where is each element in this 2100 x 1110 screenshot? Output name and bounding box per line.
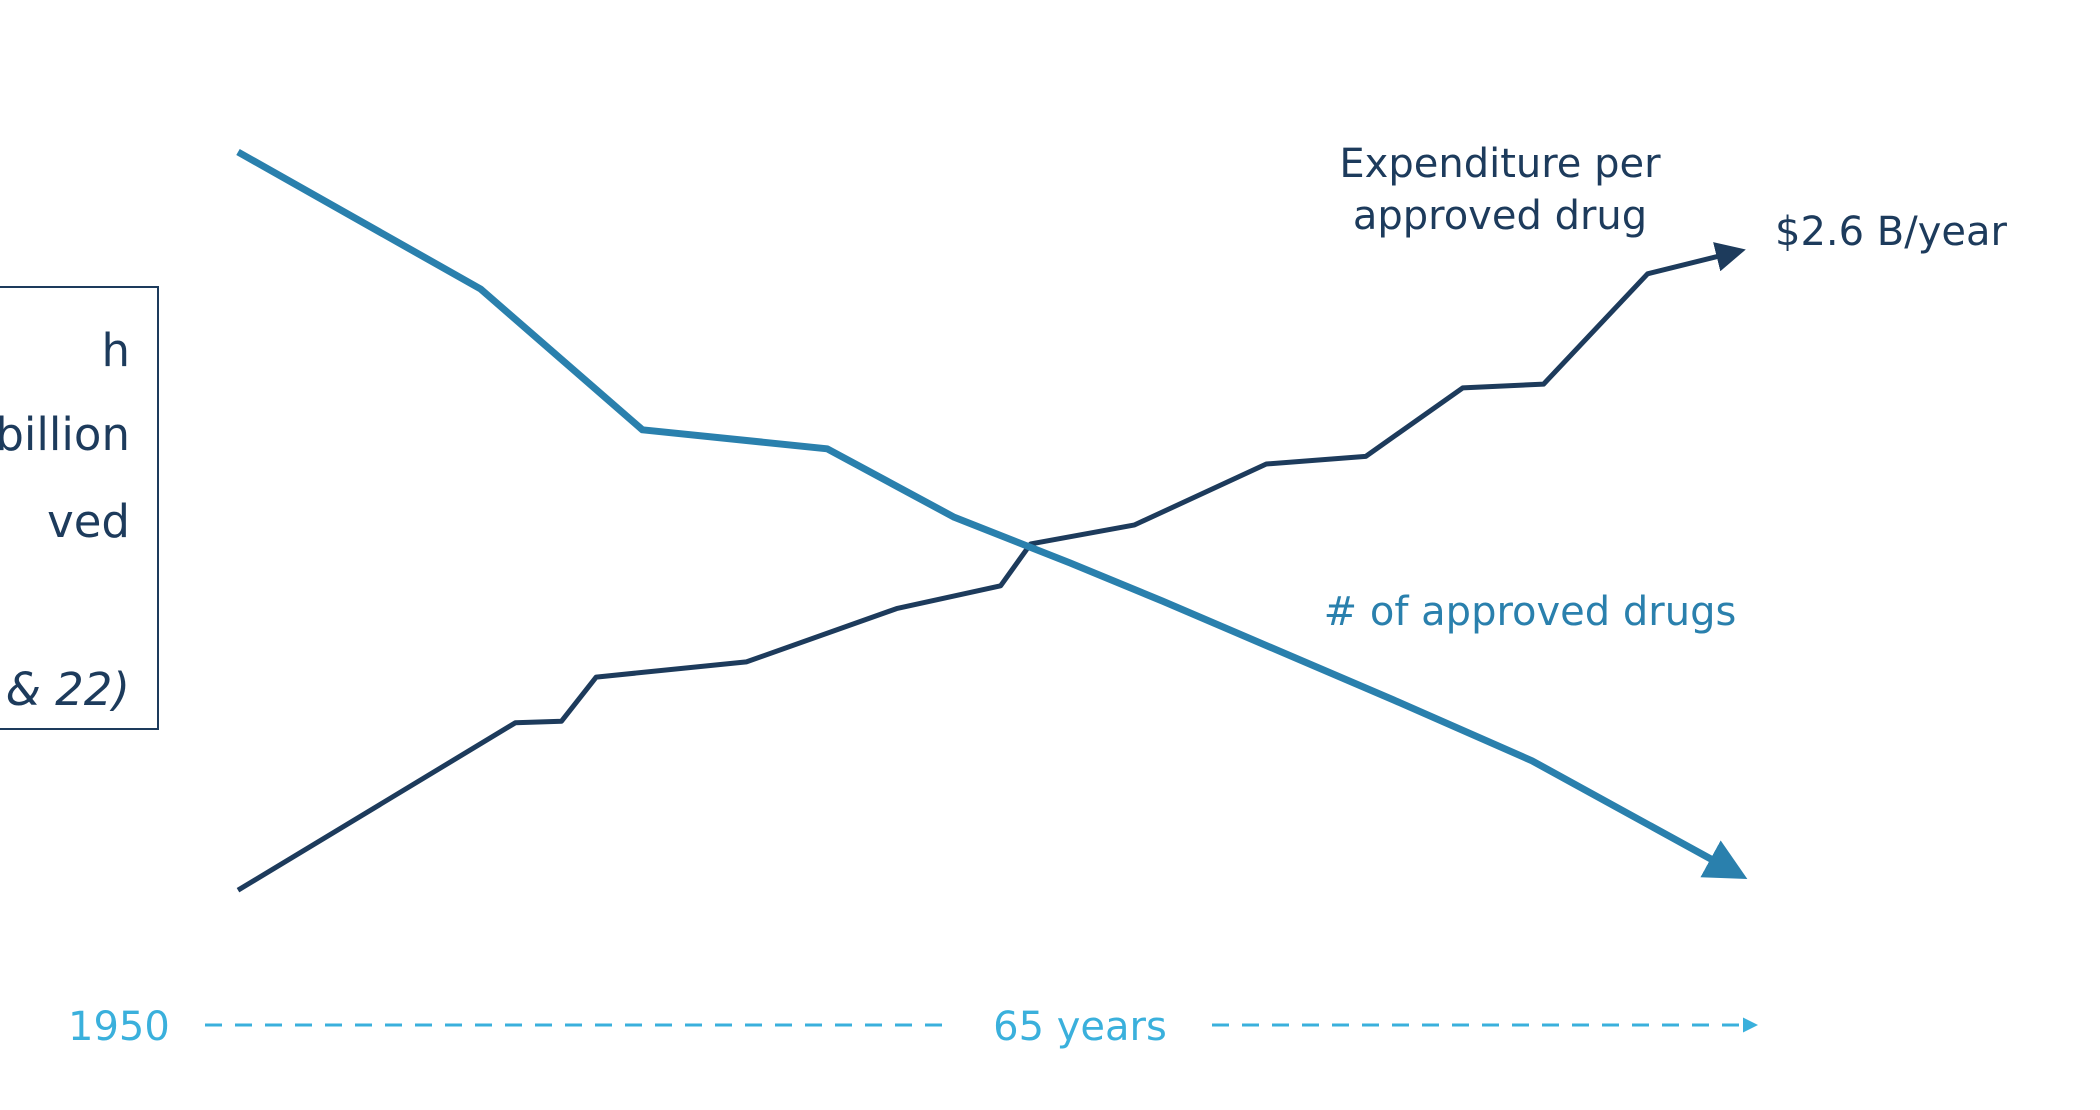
series-label-approved-drugs: # of approved drugs	[1324, 589, 1737, 635]
callout-line-4: & 22)	[5, 663, 130, 716]
x-axis-start-label: 1950	[68, 1004, 170, 1050]
callout-line-3: ved	[47, 495, 130, 548]
callout-box: h billion ved & 22)	[0, 286, 159, 730]
callout-line-1: h	[101, 324, 130, 377]
series-line-approved-drugs	[236, 148, 1748, 880]
expenditure-end-value: $2.6 B/year	[1775, 209, 2007, 255]
series-line-expenditure	[236, 242, 1746, 893]
x-axis-span-label: 65 years	[993, 1004, 1167, 1050]
callout-line-2: billion	[0, 408, 130, 461]
series-label-expenditure-line1: Expenditure per approved drug	[1339, 141, 1661, 239]
